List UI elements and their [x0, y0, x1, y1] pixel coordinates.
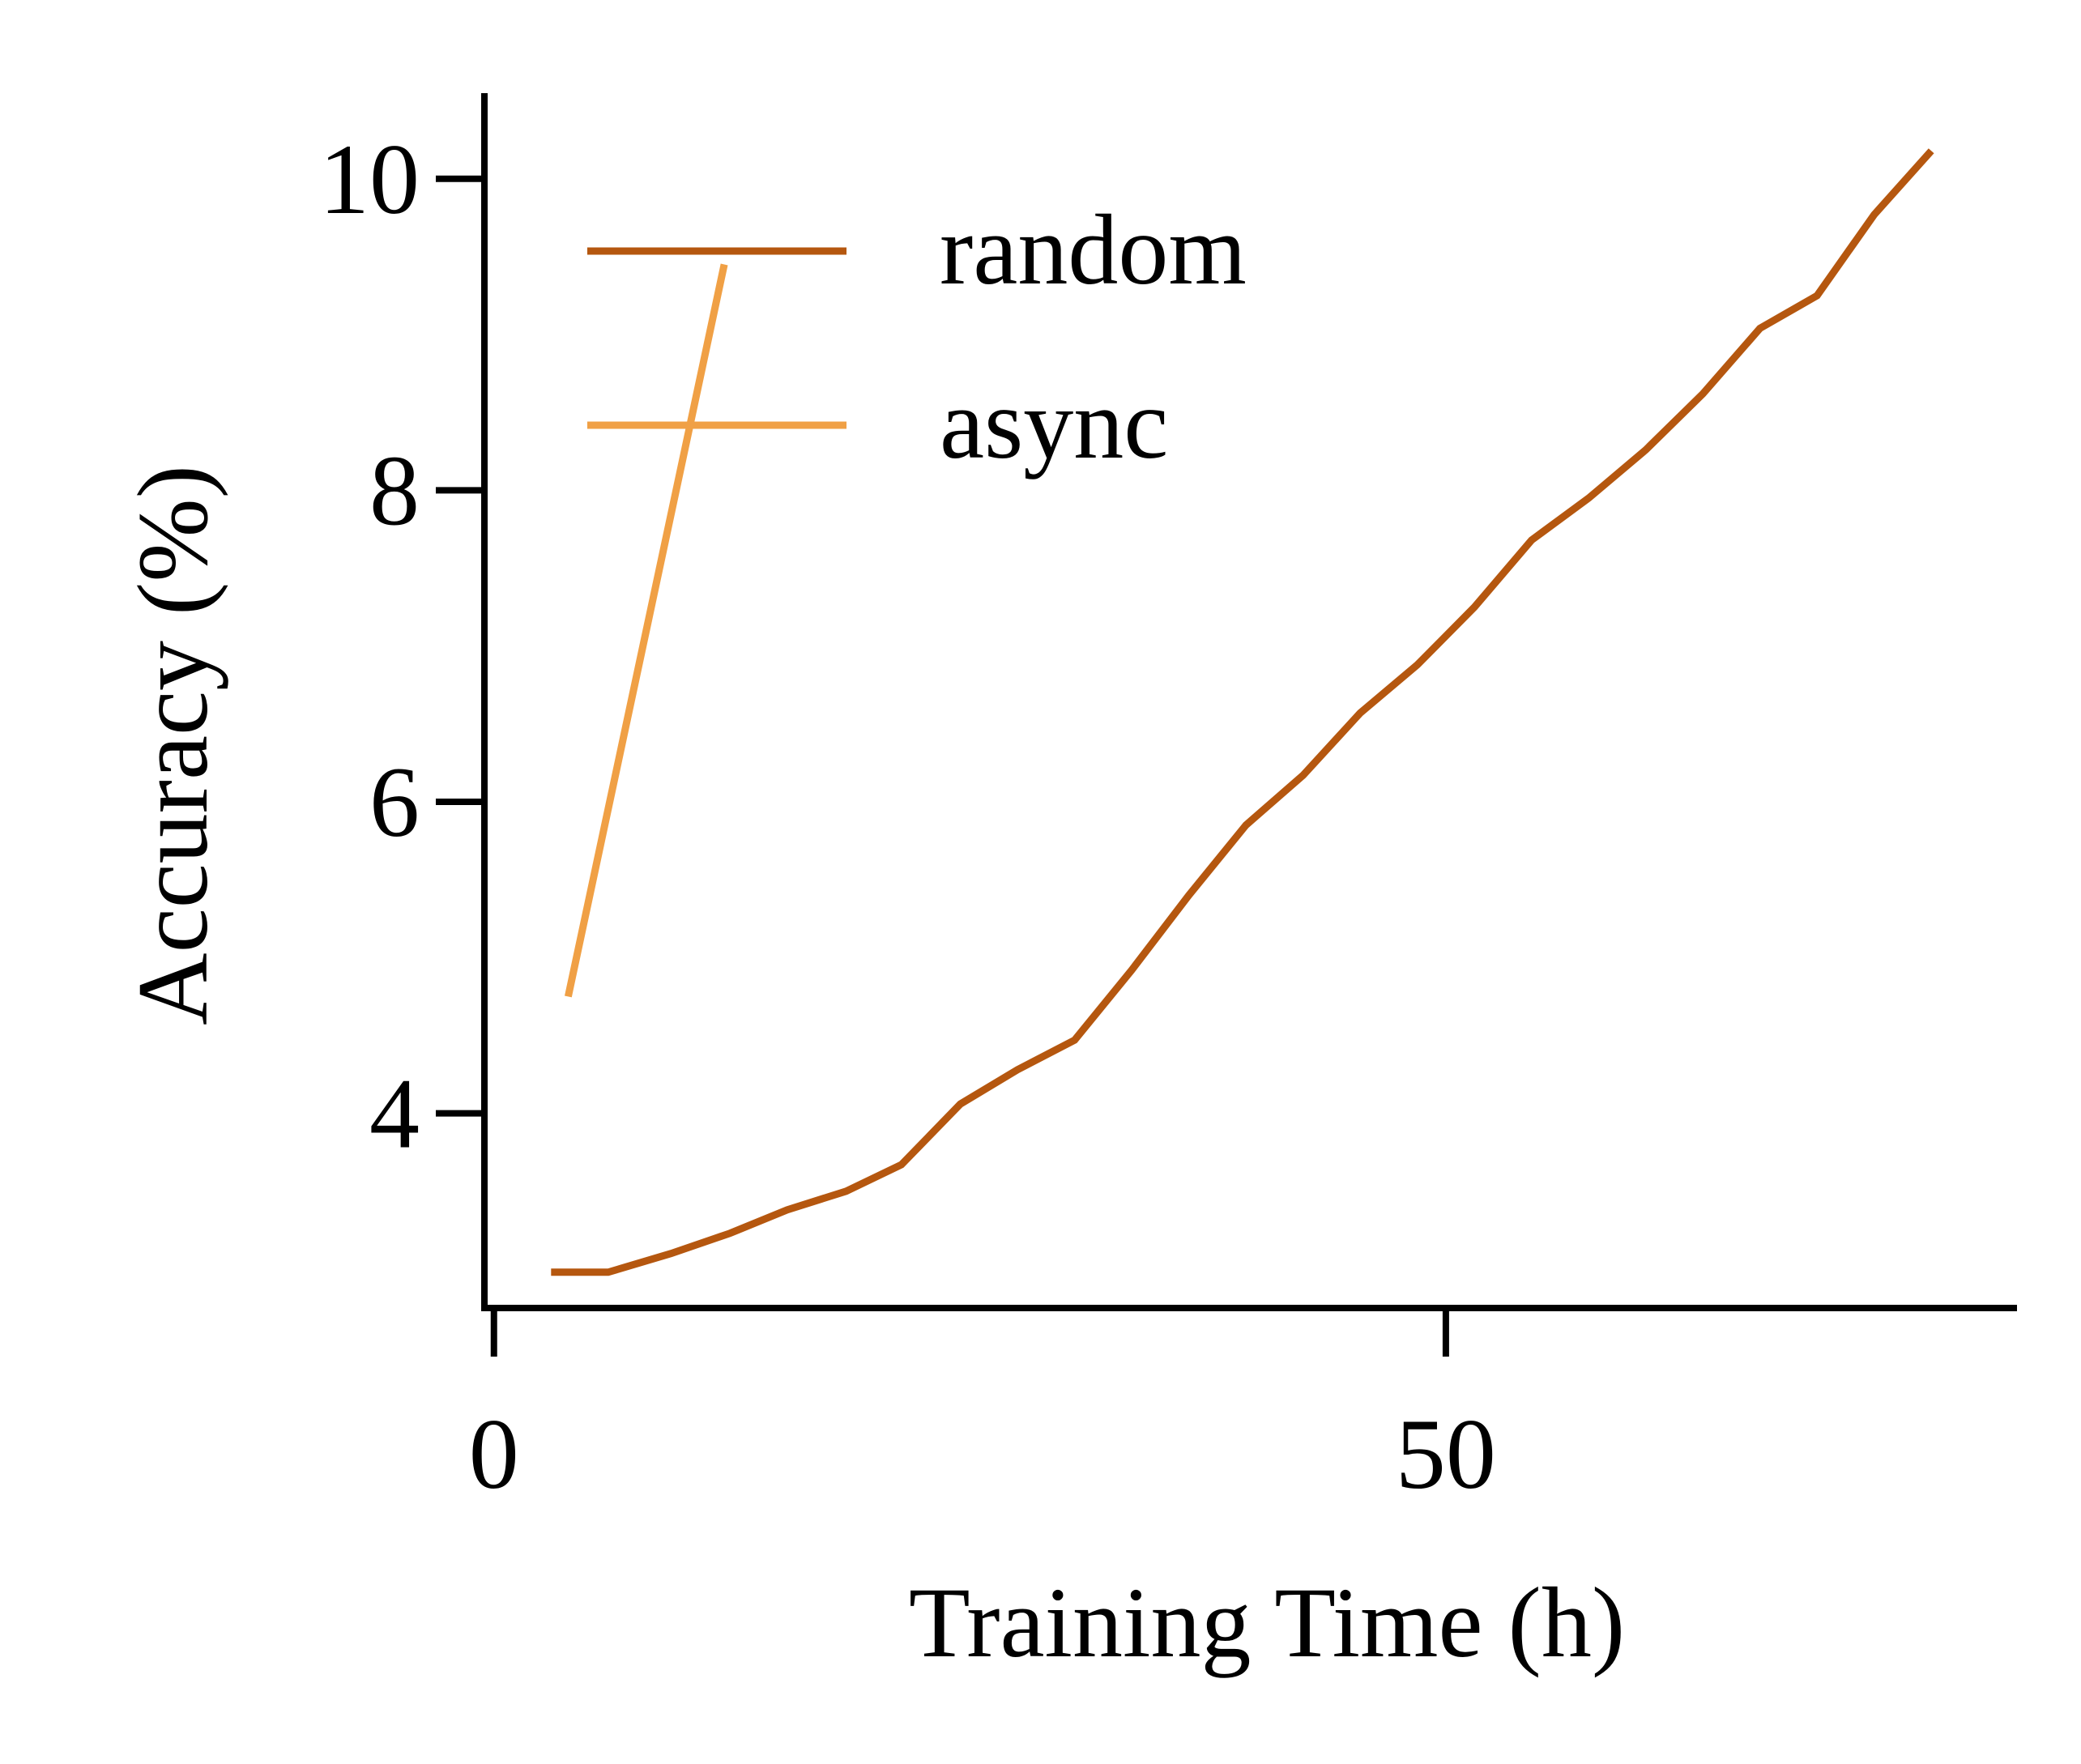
x-axis-label: Training Time (h)	[909, 1567, 1625, 1678]
axes: 4 6 8 10 0 50	[319, 93, 2017, 1510]
series-layer	[551, 148, 1934, 1276]
legend-label-async: async	[940, 369, 1168, 479]
series-line-async	[564, 263, 728, 998]
x-ticks: 0 50	[469, 1308, 1496, 1510]
x-tick-label: 0	[469, 1399, 519, 1510]
series-line-random	[551, 148, 1934, 1276]
legend: random async	[587, 194, 1247, 479]
legend-label-random: random	[940, 194, 1247, 305]
y-axis-label: Accuracy (%)	[117, 465, 228, 1025]
x-tick-label: 50	[1396, 1399, 1496, 1510]
y-tick-label: 4	[369, 1059, 420, 1170]
y-tick-label: 10	[319, 124, 420, 235]
y-tick-label: 8	[369, 435, 420, 546]
y-tick-label: 6	[369, 747, 420, 858]
y-ticks: 4 6 8 10	[319, 124, 484, 1170]
